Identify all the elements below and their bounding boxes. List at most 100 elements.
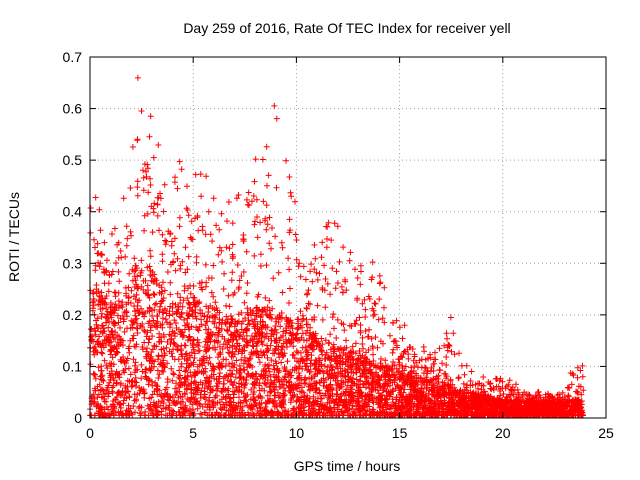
data-point xyxy=(228,277,235,284)
data-point xyxy=(565,392,572,399)
data-point xyxy=(113,304,120,311)
data-point xyxy=(268,379,275,386)
data-point xyxy=(290,405,297,412)
data-point xyxy=(289,325,296,332)
data-point xyxy=(112,336,118,342)
data-point xyxy=(173,412,180,419)
data-point xyxy=(212,392,219,399)
data-point xyxy=(114,371,121,378)
data-point xyxy=(290,351,297,358)
data-point xyxy=(166,331,173,338)
data-point xyxy=(308,375,315,382)
data-point xyxy=(304,290,311,297)
data-point xyxy=(145,165,151,172)
data-point xyxy=(315,367,322,374)
data-point xyxy=(461,371,468,378)
data-point xyxy=(116,278,123,285)
data-points xyxy=(87,74,587,419)
data-point xyxy=(235,286,242,292)
data-point xyxy=(333,335,340,341)
data-point xyxy=(343,287,350,294)
data-point xyxy=(201,394,208,400)
data-point xyxy=(150,290,157,297)
data-point xyxy=(399,363,406,369)
data-point xyxy=(275,343,282,350)
data-point xyxy=(101,406,108,412)
data-point xyxy=(422,365,429,372)
data-point xyxy=(146,263,153,270)
data-point xyxy=(312,255,319,262)
data-point xyxy=(90,305,96,312)
data-point xyxy=(324,280,331,287)
data-point xyxy=(196,361,203,368)
data-point xyxy=(136,309,143,316)
data-point xyxy=(439,387,446,393)
data-point xyxy=(182,368,189,375)
data-point xyxy=(223,313,230,320)
data-point xyxy=(357,322,364,328)
data-point xyxy=(242,315,249,322)
data-point xyxy=(268,357,275,364)
data-point xyxy=(105,390,112,397)
data-point xyxy=(366,326,373,333)
data-point xyxy=(281,376,287,383)
data-point xyxy=(286,337,292,344)
data-point xyxy=(252,330,259,336)
data-point xyxy=(197,307,204,313)
data-point xyxy=(284,358,291,365)
data-point xyxy=(142,412,149,419)
data-point xyxy=(267,373,274,380)
data-point xyxy=(340,321,347,328)
data-point xyxy=(376,365,383,372)
data-point xyxy=(399,354,406,361)
data-point xyxy=(215,338,222,345)
data-point xyxy=(150,205,157,212)
data-point xyxy=(125,402,132,409)
data-point xyxy=(176,158,183,165)
data-point xyxy=(134,192,141,199)
data-point xyxy=(90,370,97,377)
data-point xyxy=(115,298,122,305)
data-point xyxy=(245,409,251,416)
data-point xyxy=(108,343,114,350)
data-point xyxy=(273,115,280,122)
data-point xyxy=(411,411,418,418)
data-point xyxy=(100,387,107,394)
data-point xyxy=(362,393,369,400)
data-point xyxy=(243,342,250,349)
data-point xyxy=(337,393,344,400)
data-point xyxy=(344,412,351,419)
data-point xyxy=(168,238,175,245)
data-point xyxy=(133,341,140,348)
data-point xyxy=(417,394,424,401)
data-point xyxy=(521,389,528,396)
data-point xyxy=(244,280,251,286)
data-point xyxy=(109,231,115,237)
data-point xyxy=(374,372,381,379)
data-point xyxy=(242,397,249,404)
data-point xyxy=(224,377,231,384)
data-point xyxy=(177,314,184,321)
data-point xyxy=(106,318,113,325)
data-point xyxy=(198,193,205,200)
data-point xyxy=(211,366,218,373)
data-point xyxy=(193,398,200,405)
data-point xyxy=(313,338,320,345)
data-point xyxy=(336,258,343,265)
data-point xyxy=(105,324,112,331)
data-point xyxy=(163,384,170,391)
data-point xyxy=(352,266,358,273)
data-point xyxy=(430,367,437,374)
data-point xyxy=(186,300,193,307)
data-point xyxy=(249,336,256,342)
data-point xyxy=(299,324,305,331)
data-point xyxy=(306,403,313,410)
data-point xyxy=(190,406,197,413)
data-point xyxy=(356,412,363,419)
data-point xyxy=(337,383,344,390)
data-point xyxy=(113,260,119,266)
data-point xyxy=(132,374,139,381)
data-point xyxy=(376,280,383,287)
data-point xyxy=(319,285,326,291)
data-point xyxy=(228,353,235,360)
